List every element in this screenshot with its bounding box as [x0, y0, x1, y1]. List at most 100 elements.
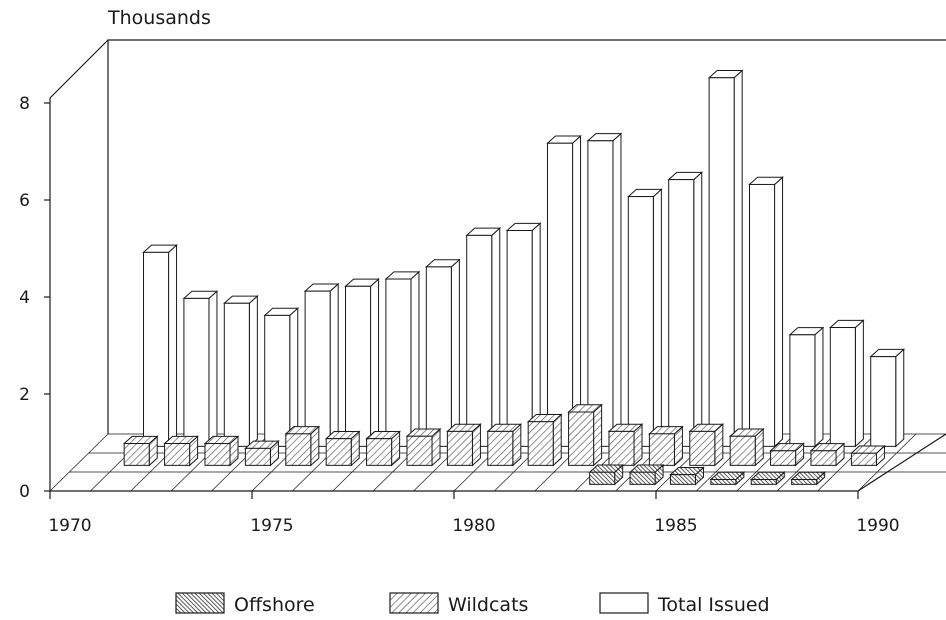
- bar-wildcats: [728, 427, 765, 467]
- bar-wildcats: [324, 430, 361, 467]
- bar-front: [568, 411, 595, 466]
- bar-front: [466, 234, 493, 447]
- bar-side: [652, 188, 662, 448]
- bar-front: [810, 450, 837, 466]
- x-tick-label: 1970: [48, 516, 91, 536]
- bar-side: [208, 290, 218, 448]
- bar-side: [370, 277, 380, 448]
- bar-side: [329, 282, 339, 448]
- bar-total-issued: [344, 277, 380, 448]
- bar-wildcats: [122, 435, 159, 467]
- y-tick-label: 0: [19, 482, 30, 502]
- bar-wildcats: [244, 440, 280, 467]
- bar-side: [814, 326, 824, 448]
- bar-side: [854, 319, 864, 448]
- bar-offshore: [790, 471, 826, 486]
- bar-front: [223, 302, 250, 447]
- bar-front: [406, 435, 433, 466]
- bar-front: [264, 314, 291, 447]
- bar-total-issued: [263, 307, 300, 448]
- bar-total-issued: [505, 222, 542, 448]
- legend-item: Total Issued: [599, 592, 770, 616]
- bar-front: [729, 435, 756, 466]
- bar-front: [750, 479, 777, 485]
- bar-front: [345, 285, 372, 447]
- bar-total-issued: [384, 270, 421, 448]
- bar-front: [304, 290, 331, 447]
- bar-front: [366, 438, 393, 466]
- bar-wildcats: [365, 430, 401, 467]
- legend: Offshore Wildcats Total Issued: [175, 592, 770, 616]
- bar-side: [552, 413, 562, 467]
- bar-wildcats: [486, 423, 523, 467]
- bar-front: [487, 430, 514, 466]
- bar-front: [870, 356, 897, 447]
- legend-swatch: [175, 592, 225, 614]
- bar-side: [168, 244, 178, 448]
- bar-total-issued: [667, 171, 704, 448]
- x-tick-labels: 1970 1975 1980 1985 1990: [48, 491, 900, 536]
- bars: [122, 69, 906, 486]
- bar-side: [450, 258, 460, 448]
- bar-offshore: [749, 471, 786, 486]
- bar-front: [608, 430, 635, 466]
- bar-front: [204, 443, 231, 466]
- y-unit-label: Thousands: [107, 7, 211, 29]
- bar-side: [774, 176, 784, 448]
- bar-side: [248, 294, 258, 448]
- bar-total-issued: [465, 227, 502, 448]
- x-tick-label: 1985: [654, 516, 697, 536]
- bar-side: [593, 403, 603, 467]
- bar-front: [244, 447, 271, 466]
- bar-front: [425, 266, 452, 447]
- bar-front: [123, 443, 150, 466]
- bar-front: [648, 433, 675, 466]
- bar-front: [506, 230, 533, 447]
- bar-front: [791, 479, 818, 485]
- bar-side: [693, 171, 703, 448]
- bar-front: [164, 443, 191, 466]
- bar-front: [749, 183, 776, 447]
- bar-front: [708, 77, 735, 447]
- bar-front: [446, 430, 473, 466]
- bar-front: [669, 474, 696, 485]
- bar-side: [531, 222, 541, 448]
- x-tick-label: 1975: [250, 516, 293, 536]
- bar-total-issued: [182, 290, 219, 448]
- y-tick-labels: 0 2 4 6 8: [19, 94, 50, 502]
- legend-swatch: [389, 592, 439, 614]
- bar-side: [572, 134, 582, 448]
- floor-column-line: [49, 433, 109, 492]
- bar-total-issued: [303, 282, 340, 448]
- bar-total-issued: [869, 348, 906, 448]
- bar-front: [589, 471, 616, 485]
- y-axis: [49, 39, 109, 491]
- x-tick-label: 1980: [452, 516, 495, 536]
- bar-front: [770, 450, 797, 466]
- bar-wildcats: [446, 423, 482, 467]
- bar-front: [789, 334, 816, 447]
- bar-side: [895, 348, 905, 448]
- bar-total-issued: [425, 258, 461, 448]
- legend-item: Wildcats: [389, 592, 528, 616]
- bar-front: [629, 471, 656, 485]
- bar-total-issued: [788, 326, 825, 448]
- legend-label: Wildcats: [448, 594, 528, 616]
- bar-front: [587, 140, 614, 447]
- bar-front: [143, 251, 170, 447]
- bar-wildcats: [526, 413, 563, 467]
- bar-offshore: [588, 463, 624, 486]
- x-tick-label: 1990: [856, 516, 899, 536]
- bar-total-issued: [586, 132, 623, 448]
- bar-wildcats: [648, 425, 684, 467]
- bar-wildcats: [607, 423, 644, 467]
- bar-wildcats: [769, 442, 805, 467]
- legend-label: Offshore: [234, 594, 315, 616]
- floor-column-line: [857, 433, 917, 492]
- bar-offshore: [628, 463, 665, 486]
- bar-front: [325, 438, 352, 466]
- bar-total-issued: [546, 134, 582, 448]
- bar-side: [491, 227, 501, 448]
- bar-total-issued: [707, 69, 744, 448]
